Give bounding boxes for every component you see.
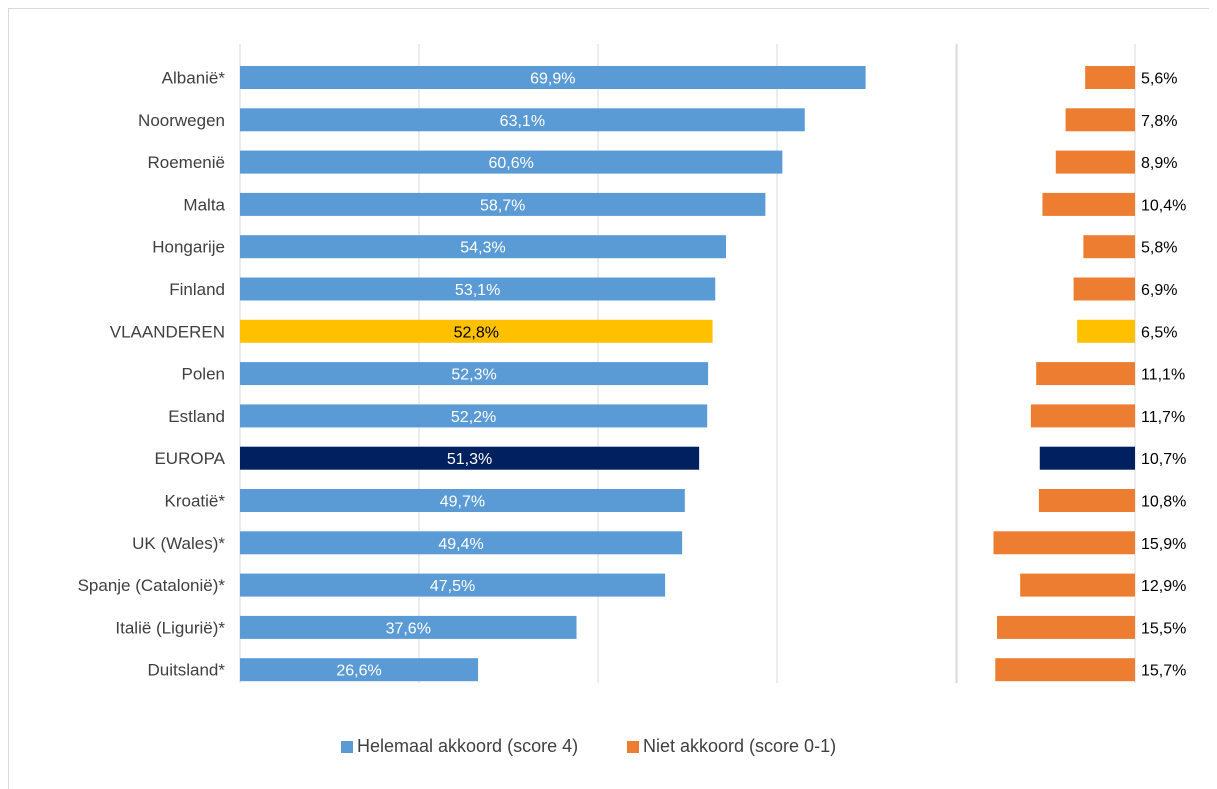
bar-niet-akkoord <box>997 615 1135 639</box>
category-label: Kroatië* <box>165 492 226 511</box>
bar-value-label-right: 15,5% <box>1141 620 1186 637</box>
category-label: Estland <box>168 407 225 426</box>
bar-niet-akkoord <box>1030 404 1135 428</box>
category-label: Roemenië <box>148 153 226 172</box>
bar-value-label: 49,7% <box>440 494 485 511</box>
bar-helemaal-akkoord <box>240 615 577 639</box>
bar-helemaal-akkoord <box>240 404 708 428</box>
category-label: Malta <box>183 195 225 214</box>
bar-helemaal-akkoord <box>240 235 726 259</box>
bar-niet-akkoord <box>1077 319 1135 343</box>
category-label: Polen <box>182 365 225 384</box>
bar-value-label: 54,3% <box>460 240 505 257</box>
bar-value-label: 47,5% <box>430 578 475 595</box>
category-label: Albanië* <box>162 69 226 88</box>
category-label: EUROPA <box>154 449 225 468</box>
bar-value-label: 60,6% <box>488 155 533 172</box>
bar-helemaal-akkoord <box>240 277 716 301</box>
category-label: Noorwegen <box>138 111 225 130</box>
bar-value-label: 69,9% <box>530 71 575 88</box>
bar-value-label-right: 10,8% <box>1141 494 1186 511</box>
bar-value-label-right: 12,9% <box>1141 578 1186 595</box>
bar-helemaal-akkoord <box>240 446 700 470</box>
bar-helemaal-akkoord <box>240 531 683 555</box>
category-label: Italië (Ligurië)* <box>115 618 225 637</box>
category-label: Duitsland* <box>148 661 226 680</box>
bar-value-label: 49,4% <box>438 536 483 553</box>
bar-helemaal-akkoord <box>240 362 709 386</box>
legend-label-helemaal-akkoord: Helemaal akkoord (score 4) <box>357 736 578 756</box>
bar-value-label: 37,6% <box>386 620 431 637</box>
bar-value-label-right: 7,8% <box>1141 113 1177 130</box>
bar-niet-akkoord <box>1073 277 1135 301</box>
bar-value-label-right: 15,9% <box>1141 536 1186 553</box>
category-label: VLAANDEREN <box>110 322 225 341</box>
bar-helemaal-akkoord <box>240 150 783 174</box>
bar-niet-akkoord <box>1085 66 1135 89</box>
bar-helemaal-akkoord <box>240 108 805 132</box>
bar-value-label-right: 6,9% <box>1141 282 1177 299</box>
category-label: Hongarije <box>152 238 225 257</box>
category-label: UK (Wales)* <box>132 534 225 553</box>
bar-value-label: 63,1% <box>500 113 545 130</box>
bar-helemaal-akkoord <box>240 66 866 89</box>
bar-value-label-right: 11,7% <box>1141 409 1185 426</box>
category-label: Spanje (Catalonië)* <box>78 576 226 595</box>
bar-niet-akkoord <box>1083 235 1135 259</box>
bar-niet-akkoord <box>995 658 1135 682</box>
bar-niet-akkoord <box>1042 192 1135 216</box>
bar-value-label: 26,6% <box>336 663 381 680</box>
bar-value-label: 52,3% <box>451 367 496 384</box>
bar-niet-akkoord <box>1036 362 1135 386</box>
legend-label-niet-akkoord: Niet akkoord (score 0-1) <box>643 736 836 756</box>
legend-swatch-helemaal-akkoord <box>341 741 353 753</box>
bar-niet-akkoord <box>1065 108 1135 132</box>
bar-value-label-right: 10,4% <box>1141 197 1186 214</box>
bar-value-label: 52,8% <box>454 324 499 341</box>
bar-value-label-right: 5,8% <box>1141 240 1177 257</box>
bar-value-label-right: 8,9% <box>1141 155 1177 172</box>
bar-value-label-right: 15,7% <box>1141 663 1186 680</box>
legend-swatch-niet-akkoord <box>627 741 639 753</box>
bar-value-label: 53,1% <box>455 282 500 299</box>
bar-niet-akkoord <box>993 531 1135 555</box>
bar-value-label-right: 5,6% <box>1141 71 1177 88</box>
bar-value-label: 51,3% <box>447 451 492 468</box>
bar-value-label-right: 11,1% <box>1141 367 1185 384</box>
bar-value-label: 52,2% <box>451 409 496 426</box>
bar-helemaal-akkoord <box>240 573 666 597</box>
bar-niet-akkoord <box>1038 489 1135 512</box>
bar-niet-akkoord <box>1039 446 1135 470</box>
bar-niet-akkoord <box>1020 573 1135 597</box>
bar-helemaal-akkoord <box>240 489 685 512</box>
bar-value-label: 58,7% <box>480 197 525 214</box>
bar-niet-akkoord <box>1055 150 1135 174</box>
bar-value-label-right: 10,7% <box>1141 451 1186 468</box>
bar-helemaal-akkoord <box>240 658 479 682</box>
bar-value-label-right: 6,5% <box>1141 324 1177 341</box>
category-label: Finland <box>169 280 225 299</box>
bar-helemaal-akkoord <box>240 192 766 216</box>
bar-helemaal-akkoord <box>240 319 713 343</box>
